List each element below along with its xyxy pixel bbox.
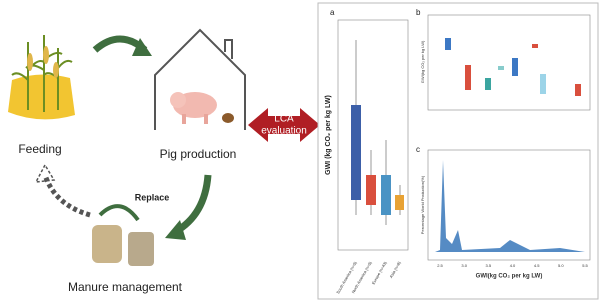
panel-letter: b <box>416 8 421 17</box>
y-axis-label: GWI(kg CO₂ per kg LW) <box>420 40 425 83</box>
lca-label: evaluation <box>261 126 307 137</box>
x-tick-label: 5.5 <box>582 263 588 268</box>
distribution-area <box>435 160 585 252</box>
y-axis-label: GWI (kg CO₂ per kg LW) <box>325 95 332 175</box>
box-plots <box>351 40 404 225</box>
x-tick-label: 4.5 <box>534 263 540 268</box>
manure-label: Manure management <box>68 280 183 294</box>
x-tick-label: 4.0 <box>510 263 516 268</box>
box-plots <box>445 38 581 96</box>
lca-arrow <box>248 108 320 142</box>
x-tick-label: 3.5 <box>486 263 492 268</box>
panel-b-frame <box>427 14 591 111</box>
manure-icon <box>92 204 154 266</box>
x-tick-label: 5.0 <box>558 263 564 268</box>
y-axis-label: Percentage World Production(%) <box>420 175 425 234</box>
arrow-head <box>132 38 152 56</box>
pig-icon <box>170 92 234 124</box>
panel-letter: c <box>416 145 420 154</box>
chimney <box>224 39 233 59</box>
x-tick-label: 3.0 <box>461 263 467 268</box>
dashed-arrow <box>42 174 91 218</box>
lca-label: LCA <box>274 114 294 125</box>
dashed-arrow-head <box>34 163 56 183</box>
panel-a-frame <box>337 19 409 251</box>
pig-production-label: Pig production <box>160 147 237 161</box>
panel-c-frame <box>427 149 591 261</box>
feeding-label: Feeding <box>18 142 61 156</box>
panel-letter: a <box>330 8 335 17</box>
replace-label: Replace <box>135 192 170 202</box>
arrow-head <box>165 220 186 240</box>
corn-icon <box>8 35 75 120</box>
house <box>154 28 246 130</box>
x-tick-label: 2.5 <box>437 263 443 268</box>
x-axis-label: GWI(kg CO₂ per kg LW) <box>476 274 543 280</box>
